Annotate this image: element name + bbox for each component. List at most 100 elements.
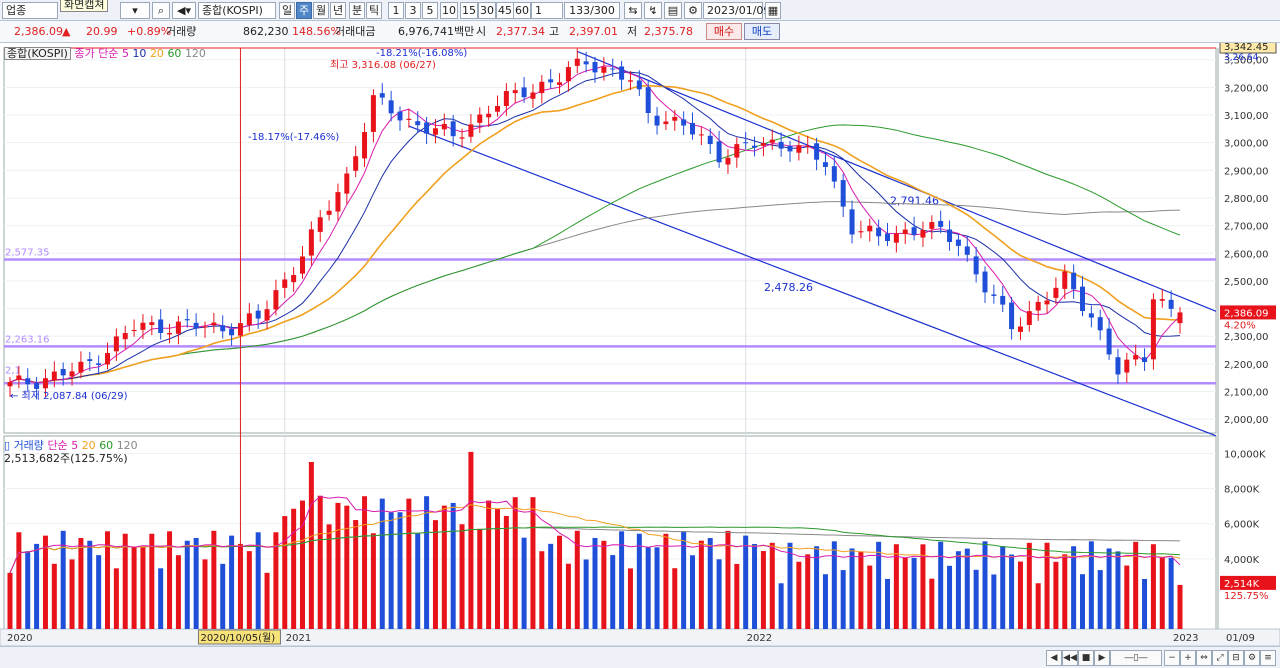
candle-body bbox=[982, 271, 988, 293]
volume-ratio: 148.56% bbox=[292, 25, 341, 38]
volume-bar bbox=[211, 530, 217, 629]
trendline-lower bbox=[408, 125, 1217, 437]
volume-bar bbox=[885, 578, 890, 629]
volume-bar bbox=[441, 505, 447, 629]
volume-bar bbox=[610, 555, 616, 629]
sound-icon[interactable]: ◀▾ bbox=[172, 2, 196, 19]
candle-body bbox=[1106, 328, 1112, 355]
volume-bar bbox=[96, 555, 102, 629]
volume-bar bbox=[565, 563, 571, 629]
candle-body bbox=[1159, 299, 1165, 301]
candle-body bbox=[220, 325, 226, 332]
interval-button[interactable]: 60 bbox=[513, 2, 531, 19]
period-button[interactable]: 일 bbox=[279, 2, 295, 19]
volume-bar bbox=[548, 543, 554, 629]
candle-body bbox=[441, 123, 447, 130]
settings-icon[interactable]: ⚙ bbox=[1244, 650, 1260, 666]
period-button[interactable]: 분 bbox=[349, 2, 365, 19]
candle-body bbox=[565, 67, 571, 82]
volume-bar bbox=[175, 555, 181, 629]
zoom-in-icon[interactable]: + bbox=[1180, 650, 1196, 666]
candle-body bbox=[1044, 300, 1050, 305]
volume-bar bbox=[725, 530, 731, 629]
volume-bar bbox=[149, 533, 155, 629]
period-button[interactable]: 월 bbox=[313, 2, 329, 19]
candle-body bbox=[778, 141, 784, 149]
save-icon[interactable]: ▤ bbox=[664, 2, 682, 19]
quote-infobar: 2,386.09 ▲ 20.99 +0.89% 거래량 862,230 148.… bbox=[0, 21, 1280, 43]
amount-label: 거래대금 bbox=[335, 25, 376, 38]
candle-body bbox=[264, 309, 270, 321]
legend-ma5: 5 bbox=[121, 47, 129, 60]
volume-bar bbox=[184, 540, 190, 629]
volume-bar bbox=[353, 520, 359, 629]
volume-bar bbox=[131, 547, 137, 629]
period-button[interactable]: 년 bbox=[330, 2, 346, 19]
zoom-slider[interactable]: ―▯― bbox=[1110, 650, 1162, 666]
date-text: 2023/01/09 bbox=[707, 4, 771, 17]
volume-bar bbox=[25, 551, 31, 629]
scroll-left-icon[interactable]: ◀ bbox=[1046, 650, 1062, 666]
volume-bar bbox=[636, 533, 642, 629]
volume-bar bbox=[769, 542, 775, 629]
stop-icon[interactable]: ■ bbox=[1078, 650, 1094, 666]
sell-button[interactable]: 매도 bbox=[744, 23, 780, 40]
change-arrow: ▲ bbox=[62, 25, 71, 38]
candle-body bbox=[592, 61, 598, 73]
candle-body bbox=[902, 229, 908, 235]
interval-button[interactable]: 10 bbox=[440, 2, 458, 19]
menu-icon[interactable]: ≡ bbox=[1260, 650, 1276, 666]
gear-icon[interactable]: ⚙ bbox=[684, 2, 702, 19]
period-button[interactable]: 틱 bbox=[366, 2, 382, 19]
current-price-tag bbox=[1220, 305, 1276, 320]
index-name-field[interactable]: 종합(KOSPI) bbox=[198, 2, 276, 19]
price-tick-label: 2,900,00 bbox=[1224, 166, 1269, 177]
volume-bar bbox=[362, 496, 368, 629]
interval-button[interactable]: 45 bbox=[496, 2, 514, 19]
interval-button[interactable]: 5 bbox=[422, 2, 438, 19]
volume-bar bbox=[1177, 584, 1183, 629]
top-price-tag bbox=[1219, 43, 1277, 54]
candle-body bbox=[1017, 326, 1023, 332]
candle-body bbox=[326, 210, 332, 215]
interval-button[interactable]: 15 bbox=[460, 2, 478, 19]
index-code-input[interactable]: ▾ bbox=[120, 2, 150, 19]
interval-value-select[interactable]: 1 bbox=[531, 2, 563, 19]
search-icon[interactable]: ⌕ bbox=[152, 2, 170, 19]
volume-legend-ma-label: 단순 bbox=[47, 439, 68, 452]
page-back-icon[interactable]: ◀◀ bbox=[1062, 650, 1078, 666]
bar-count-field[interactable]: 133/300 bbox=[564, 2, 620, 19]
interval-button[interactable]: 3 bbox=[405, 2, 421, 19]
volume-ma5-line bbox=[9, 496, 1181, 574]
buy-button[interactable]: 매수 bbox=[706, 23, 742, 40]
candle-body bbox=[468, 124, 474, 137]
candle-body bbox=[503, 91, 509, 106]
crosshair-icon[interactable]: ⇆ bbox=[624, 2, 642, 19]
kospi-weekly-chart[interactable]: 3,300,00 3,200,00 3,100,00 3,000,00 2,900,00… bbox=[0, 43, 1280, 646]
interval-button[interactable]: 1 bbox=[388, 2, 404, 19]
current-volume-tag-text: 2,514K bbox=[1224, 579, 1260, 590]
market-select[interactable]: 업종 bbox=[2, 2, 58, 19]
interval-button[interactable]: 30 bbox=[478, 2, 496, 19]
zoom-out-icon[interactable]: − bbox=[1164, 650, 1180, 666]
candle-body bbox=[397, 111, 403, 121]
fit-icon[interactable]: ⇔ bbox=[1196, 650, 1212, 666]
candle-body bbox=[42, 378, 48, 389]
x-axis-strip bbox=[0, 628, 1280, 646]
calendar-icon[interactable]: ▦ bbox=[765, 2, 781, 19]
candle-body bbox=[300, 256, 305, 274]
volume-bar bbox=[220, 563, 226, 629]
date-field[interactable]: 2023/01/09 bbox=[703, 2, 770, 19]
candle-body bbox=[1115, 357, 1121, 375]
price-tick-label: 2,700,00 bbox=[1224, 222, 1269, 233]
scroll-right-icon[interactable]: ▶ bbox=[1094, 650, 1110, 666]
draw-tool-icon[interactable]: ↯ bbox=[644, 2, 662, 19]
legend-ma120: 120 bbox=[184, 47, 206, 60]
legend-ma-label: 종가 단순 bbox=[74, 47, 119, 60]
period-button[interactable]: 주 bbox=[296, 2, 312, 19]
price-tick-label: 2,200,00 bbox=[1224, 360, 1269, 371]
expand-icon[interactable]: ⤢ bbox=[1212, 650, 1228, 666]
split-icon[interactable]: ⊟ bbox=[1228, 650, 1244, 666]
candle-body bbox=[202, 326, 208, 328]
candle-body bbox=[707, 135, 713, 145]
